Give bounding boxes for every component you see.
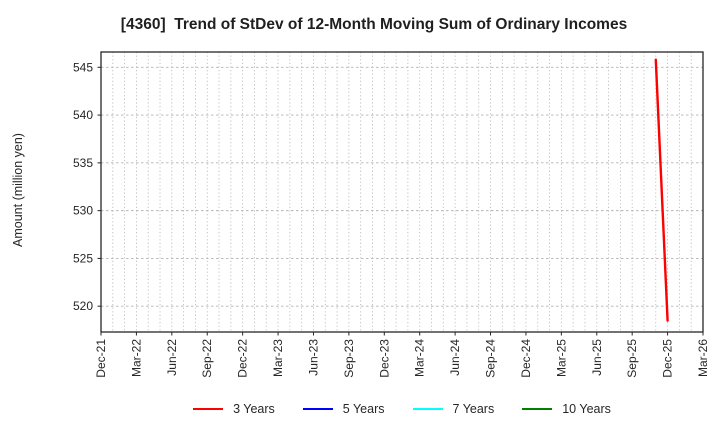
legend-line-swatch <box>193 408 224 411</box>
legend-item-5-years: 5 Years <box>302 402 385 416</box>
x-tick-label: Sep-24 <box>484 339 498 378</box>
legend-label: 3 Years <box>233 402 275 416</box>
x-tick-label: Dec-24 <box>519 339 533 378</box>
x-tick-label: Dec-23 <box>377 339 391 378</box>
plot-border <box>100 51 704 333</box>
plot-canvas: Dec-21 Mar-22 Jun-22 Sep-22 Dec-22 Mar-23 Jun-… <box>73 51 710 378</box>
x-tick-label: Mar-24 <box>413 339 427 377</box>
legend: 3 Years 5 Years 7 Years 10 Years <box>101 403 703 416</box>
y-tick-label: 540 <box>73 108 93 122</box>
legend-label: 10 Years <box>562 402 611 416</box>
x-tick-label: Mar-26 <box>696 339 710 377</box>
x-tick-label: Sep-25 <box>625 339 639 378</box>
y-tick-label: 520 <box>73 299 93 313</box>
legend-label: 7 Years <box>452 402 495 416</box>
x-tick-label: Sep-23 <box>342 339 356 378</box>
x-tick-label: Jun-22 <box>165 339 179 376</box>
x-tick-label: Dec-25 <box>661 339 675 378</box>
legend-line-swatch <box>522 408 553 411</box>
x-tick-label: Mar-22 <box>129 339 143 377</box>
y-tick-label: 525 <box>73 251 93 265</box>
x-tick-label: Mar-25 <box>554 339 568 377</box>
legend-item-3-years: 3 Years <box>193 403 275 416</box>
x-tick-label: Dec-21 <box>94 339 108 378</box>
chart-line-3-years <box>654 58 669 322</box>
x-tick-label: Dec-22 <box>236 339 250 378</box>
x-tick-label: Jun-23 <box>306 339 320 376</box>
legend-item-7-years: 7 Years <box>412 402 495 416</box>
x-tick-label: Jun-25 <box>590 339 604 376</box>
y-tick-label: 545 <box>73 60 93 74</box>
x-tick-label: Sep-22 <box>200 339 214 378</box>
legend-line-swatch <box>302 408 333 411</box>
chart-title: [4360] Trend of StDev of 12-Month Moving… <box>120 16 628 33</box>
y-tick-label: 530 <box>73 204 93 218</box>
legend-label: 5 Years <box>342 402 385 416</box>
x-tick-label: Jun-24 <box>448 339 462 376</box>
legend-item-10-years: 10 Years <box>522 403 611 416</box>
x-tick-label: Mar-23 <box>271 339 285 377</box>
legend-line-swatch <box>412 408 443 411</box>
y-tick-label: 535 <box>73 156 93 170</box>
